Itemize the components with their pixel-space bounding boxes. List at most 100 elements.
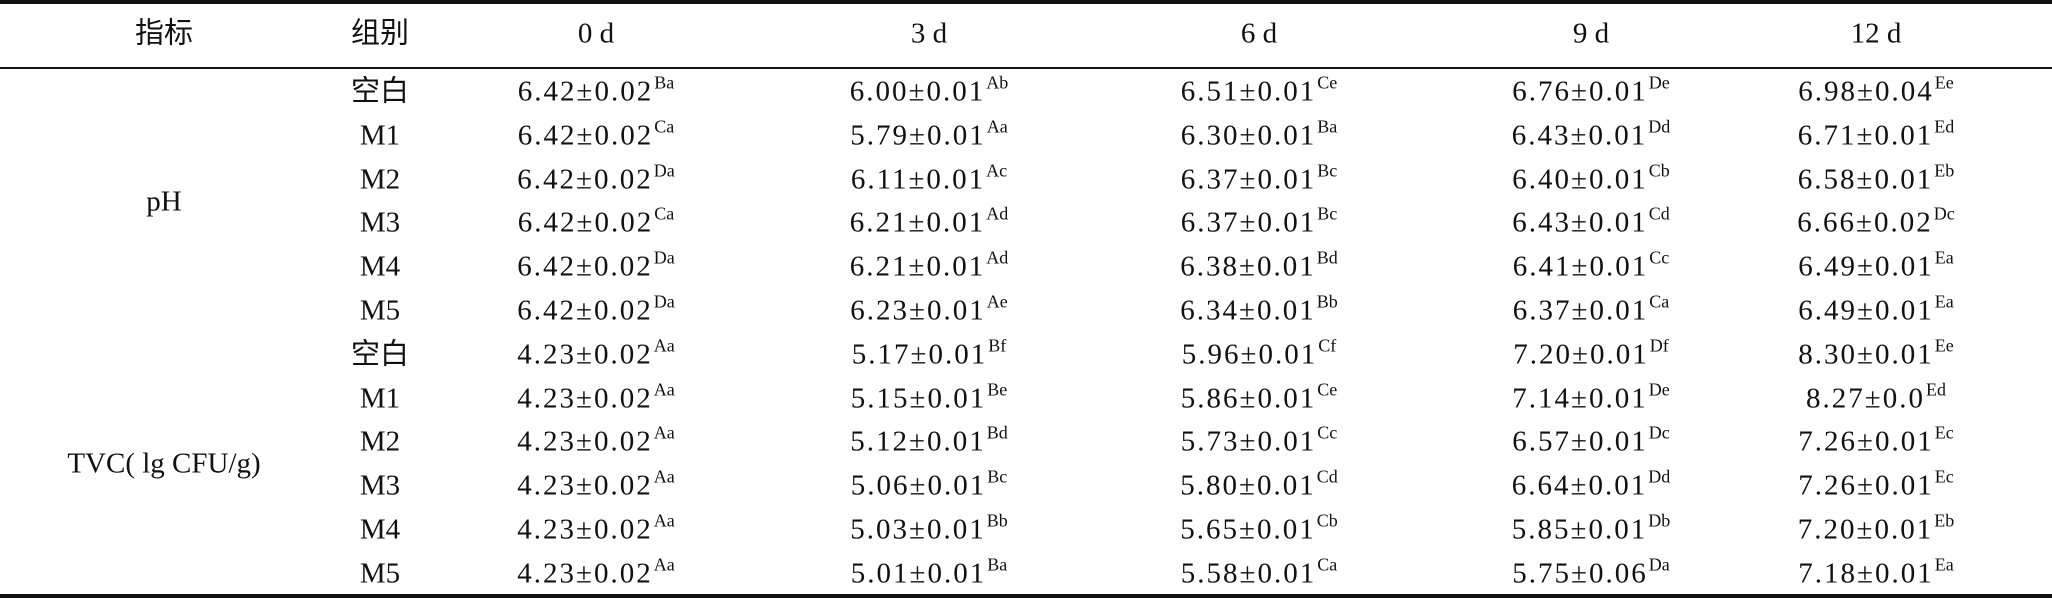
value: 6.57±0.01 xyxy=(1512,425,1648,458)
value: 7.26±0.01 xyxy=(1798,469,1934,502)
value-cell: 6.37±0.01Bc xyxy=(1180,205,1337,239)
superscript: Cd xyxy=(1648,203,1670,224)
value-cell: 7.18±0.01Ea xyxy=(1798,555,1953,590)
value: 6.21±0.01 xyxy=(849,206,986,239)
value: 5.17±0.01 xyxy=(851,338,988,371)
superscript: Ba xyxy=(654,72,675,93)
group-cell: M2 xyxy=(359,425,401,458)
value-cell: 8.27±0.0Ed xyxy=(1806,380,1946,413)
superscript: Ba xyxy=(1317,116,1338,137)
superscript: Df xyxy=(1649,335,1669,356)
value: 6.98±0.04 xyxy=(1798,75,1934,108)
value-cell: 7.20±0.01Eb xyxy=(1797,512,1954,546)
superscript: Ae xyxy=(986,291,1008,312)
value-cell: 5.03±0.01Bb xyxy=(850,512,1007,546)
value-cell: 5.15±0.01Be xyxy=(851,380,1007,413)
value-cell: 7.20±0.01Df xyxy=(1513,336,1668,369)
superscript: Ac xyxy=(986,160,1008,181)
group-cell: M2 xyxy=(359,163,401,196)
superscript: Cc xyxy=(1317,422,1338,443)
value: 6.23±0.01 xyxy=(850,294,986,327)
value: 7.20±0.01 xyxy=(1797,513,1934,546)
superscript: Ba xyxy=(987,554,1008,575)
superscript: Da xyxy=(1648,554,1670,575)
value: 6.37±0.01 xyxy=(1180,206,1317,239)
value-cell: 5.75±0.06Da xyxy=(1512,555,1669,588)
superscript: Aa xyxy=(653,466,675,487)
superscript: Dd xyxy=(1648,116,1671,137)
value: 5.65±0.01 xyxy=(1180,513,1316,546)
value: 6.64±0.01 xyxy=(1511,469,1648,502)
superscript: Bd xyxy=(986,422,1008,443)
value-cell: 4.23±0.02Aa xyxy=(517,336,674,369)
superscript: Cb xyxy=(1316,510,1338,531)
value-cell: 5.06±0.01Bc xyxy=(851,468,1007,501)
value-cell: 6.42±0.02Ca xyxy=(518,205,674,238)
group-cell: M1 xyxy=(359,119,401,152)
value-cell: 5.85±0.01Db xyxy=(1512,512,1670,545)
superscript: Ed xyxy=(1934,116,1955,137)
superscript: Ad xyxy=(986,203,1009,224)
value: 5.79±0.01 xyxy=(850,119,986,152)
superscript: Ca xyxy=(1317,554,1338,575)
value: 6.51±0.01 xyxy=(1180,75,1317,108)
value-cell: 4.23±0.02Aa xyxy=(517,380,674,413)
superscript: Ea xyxy=(1934,554,1954,575)
value: 5.12±0.01 xyxy=(850,425,986,458)
superscript: Dc xyxy=(1648,422,1670,443)
superscript: Bb xyxy=(1316,291,1338,312)
value: 5.96±0.01 xyxy=(1181,338,1318,371)
value-cell: 6.40±0.01Cb xyxy=(1512,161,1669,194)
value-cell: 6.49±0.01Ea xyxy=(1798,293,1953,326)
superscript: Bc xyxy=(987,466,1008,487)
header-rule xyxy=(0,67,2052,69)
value-cell: 6.42±0.02Da xyxy=(517,249,674,283)
value-cell: 6.49±0.01Ea xyxy=(1798,249,1953,282)
value-cell: 6.11±0.01Ac xyxy=(850,161,1007,196)
value-cell: 6.51±0.01Ce xyxy=(1180,74,1337,108)
top-rule xyxy=(0,0,2052,4)
value: 6.42±0.02 xyxy=(517,250,653,283)
value: 7.26±0.01 xyxy=(1798,425,1934,458)
value: 6.43±0.01 xyxy=(1511,119,1648,152)
value-cell: 5.12±0.01Bd xyxy=(850,424,1007,458)
value-cell: 6.66±0.02Dc xyxy=(1797,205,1954,239)
group-cell: M5 xyxy=(359,294,401,327)
superscript: Eb xyxy=(1934,160,1955,181)
value-cell: 5.58±0.01Ca xyxy=(1181,555,1337,588)
section-label: TVC( lg CFU/g) xyxy=(67,447,261,480)
value-cell: 7.14±0.01De xyxy=(1512,380,1669,413)
superscript: Dc xyxy=(1933,203,1955,224)
header-cell: 3 d xyxy=(910,17,948,50)
value: 5.03±0.01 xyxy=(850,513,986,546)
value-cell: 6.37±0.01Bc xyxy=(1181,161,1337,194)
value: 8.30±0.01 xyxy=(1798,338,1934,371)
bottom-rule xyxy=(0,594,2052,598)
value-cell: 6.42±0.02Ca xyxy=(518,117,674,150)
value: 4.23±0.02 xyxy=(517,469,653,502)
value: 7.18±0.01 xyxy=(1798,557,1934,590)
group-cell: M4 xyxy=(359,513,401,546)
header-cell: 9 d xyxy=(1572,17,1610,50)
value-cell: 6.41±0.01Cc xyxy=(1513,249,1669,282)
superscript: Aa xyxy=(653,422,675,443)
value-cell: 5.96±0.01Cf xyxy=(1181,336,1336,371)
superscript: De xyxy=(1648,72,1670,93)
superscript: Bd xyxy=(1316,247,1338,268)
superscript: Cd xyxy=(1316,466,1338,487)
superscript: Aa xyxy=(653,335,675,356)
superscript: Da xyxy=(653,291,675,312)
value-cell: 4.23±0.02Aa xyxy=(517,555,674,588)
value-cell: 6.43±0.01Cd xyxy=(1512,205,1669,238)
value-cell: 6.42±0.02Ba xyxy=(518,74,674,107)
superscript: De xyxy=(1648,379,1670,400)
superscript: Aa xyxy=(986,116,1008,137)
value: 6.11±0.01 xyxy=(850,163,986,196)
value: 6.30±0.01 xyxy=(1180,119,1317,152)
value: 6.58±0.01 xyxy=(1797,163,1934,196)
value-cell: 5.79±0.01Aa xyxy=(850,117,1007,152)
value-cell: 6.21±0.01Ad xyxy=(850,249,1008,282)
superscript: Ab xyxy=(986,72,1009,93)
value: 6.66±0.02 xyxy=(1797,206,1933,239)
value-cell: 6.42±0.02Da xyxy=(517,161,674,194)
